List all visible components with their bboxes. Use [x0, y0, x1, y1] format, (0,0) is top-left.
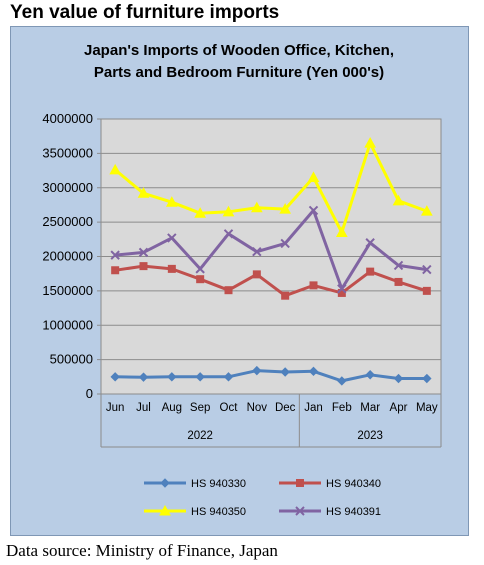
- legend-label: HS 940350: [191, 506, 246, 518]
- page-title: Yen value of furniture imports: [10, 2, 280, 23]
- series-line-hs-940330: [115, 369, 427, 383]
- data-point: [109, 163, 122, 175]
- y-tick-label: 2500000: [42, 214, 93, 229]
- data-point: [309, 281, 318, 290]
- legend-marker: [160, 478, 170, 488]
- data-point: [335, 226, 348, 237]
- data-point: [393, 373, 404, 384]
- data-point: [223, 229, 234, 239]
- y-tick-label: 0: [86, 386, 93, 401]
- y-tick-label: 3000000: [42, 180, 93, 195]
- data-point: [366, 267, 375, 276]
- x-tick-label: Jul: [136, 402, 151, 414]
- data-point: [364, 137, 377, 148]
- y-tick-label: 4000000: [42, 111, 93, 126]
- legend-marker: [295, 506, 305, 516]
- data-point: [279, 203, 292, 214]
- x-tick-label: Oct: [220, 402, 239, 414]
- data-point: [167, 372, 177, 382]
- data-point: [393, 260, 404, 271]
- data-point: [394, 277, 403, 286]
- x-tick-label: Mar: [360, 402, 380, 414]
- data-point: [337, 284, 347, 294]
- chart-title-line-2: Parts and Bedroom Furniture (Yen 000's): [94, 64, 384, 81]
- data-point: [223, 372, 234, 382]
- legend-label: HS 940340: [326, 478, 381, 490]
- data-point: [196, 275, 205, 284]
- data-point: [165, 196, 178, 207]
- data-point: [110, 372, 120, 382]
- data-point: [308, 205, 319, 216]
- data-point: [307, 171, 320, 182]
- data-point: [224, 286, 233, 295]
- legend-label: HS 940391: [326, 506, 381, 518]
- data-point: [281, 291, 290, 300]
- data-point: [280, 238, 290, 249]
- x-tick-label: May: [416, 402, 438, 414]
- source-note: Data source: Ministry of Finance, Japan: [6, 541, 278, 560]
- data-point: [252, 246, 262, 257]
- legend-marker: [296, 479, 304, 487]
- x-group-label: 2022: [187, 430, 213, 442]
- data-point: [365, 238, 375, 248]
- x-tick-label: Aug: [162, 402, 182, 414]
- data-point: [137, 187, 150, 198]
- data-point: [250, 201, 263, 213]
- data-point: [280, 367, 290, 377]
- x-tick-label: Dec: [275, 402, 296, 414]
- chart-panel: Japan's Imports of Wooden Office, Kitche…: [10, 26, 469, 536]
- data-point: [167, 264, 176, 273]
- series-line-hs-940340: [114, 264, 428, 298]
- series-line-hs-940350: [114, 141, 428, 234]
- data-point: [222, 205, 235, 217]
- data-point: [111, 266, 120, 275]
- data-point: [167, 233, 177, 243]
- y-tick-label: 2000000: [42, 249, 93, 264]
- data-point: [110, 250, 120, 260]
- data-point: [195, 372, 205, 382]
- series-line-hs-940391: [115, 208, 428, 291]
- data-point: [195, 264, 205, 274]
- data-point: [392, 194, 405, 206]
- data-point: [337, 376, 347, 386]
- data-point: [422, 286, 431, 295]
- data-point: [194, 207, 207, 218]
- data-point: [139, 262, 148, 271]
- data-point: [422, 264, 432, 275]
- data-point: [420, 205, 433, 216]
- chart-title-line-1: Japan's Imports of Wooden Office, Kitche…: [84, 42, 394, 59]
- data-point: [138, 372, 149, 382]
- x-tick-label: Jun: [106, 402, 125, 414]
- y-tick-label: 500000: [50, 352, 93, 367]
- x-tick-label: Nov: [247, 402, 268, 414]
- x-group-label: 2023: [357, 430, 383, 442]
- data-point: [252, 365, 262, 376]
- chart: Japan's Imports of Wooden Office, Kitche…: [42, 42, 442, 518]
- legend-label: HS 940330: [191, 478, 246, 490]
- y-tick-label: 1000000: [42, 317, 93, 332]
- data-point: [252, 270, 261, 279]
- x-tick-label: Apr: [390, 402, 408, 414]
- data-point: [365, 370, 375, 380]
- legend-marker: [159, 504, 171, 516]
- x-tick-label: Jan: [304, 402, 323, 414]
- data-point: [422, 373, 432, 384]
- y-tick-label: 3500000: [42, 145, 93, 160]
- y-tick-label: 1500000: [42, 283, 93, 298]
- x-tick-label: Feb: [332, 402, 352, 414]
- x-tick-label: Sep: [190, 402, 210, 414]
- data-point: [308, 366, 319, 377]
- data-point: [138, 247, 149, 258]
